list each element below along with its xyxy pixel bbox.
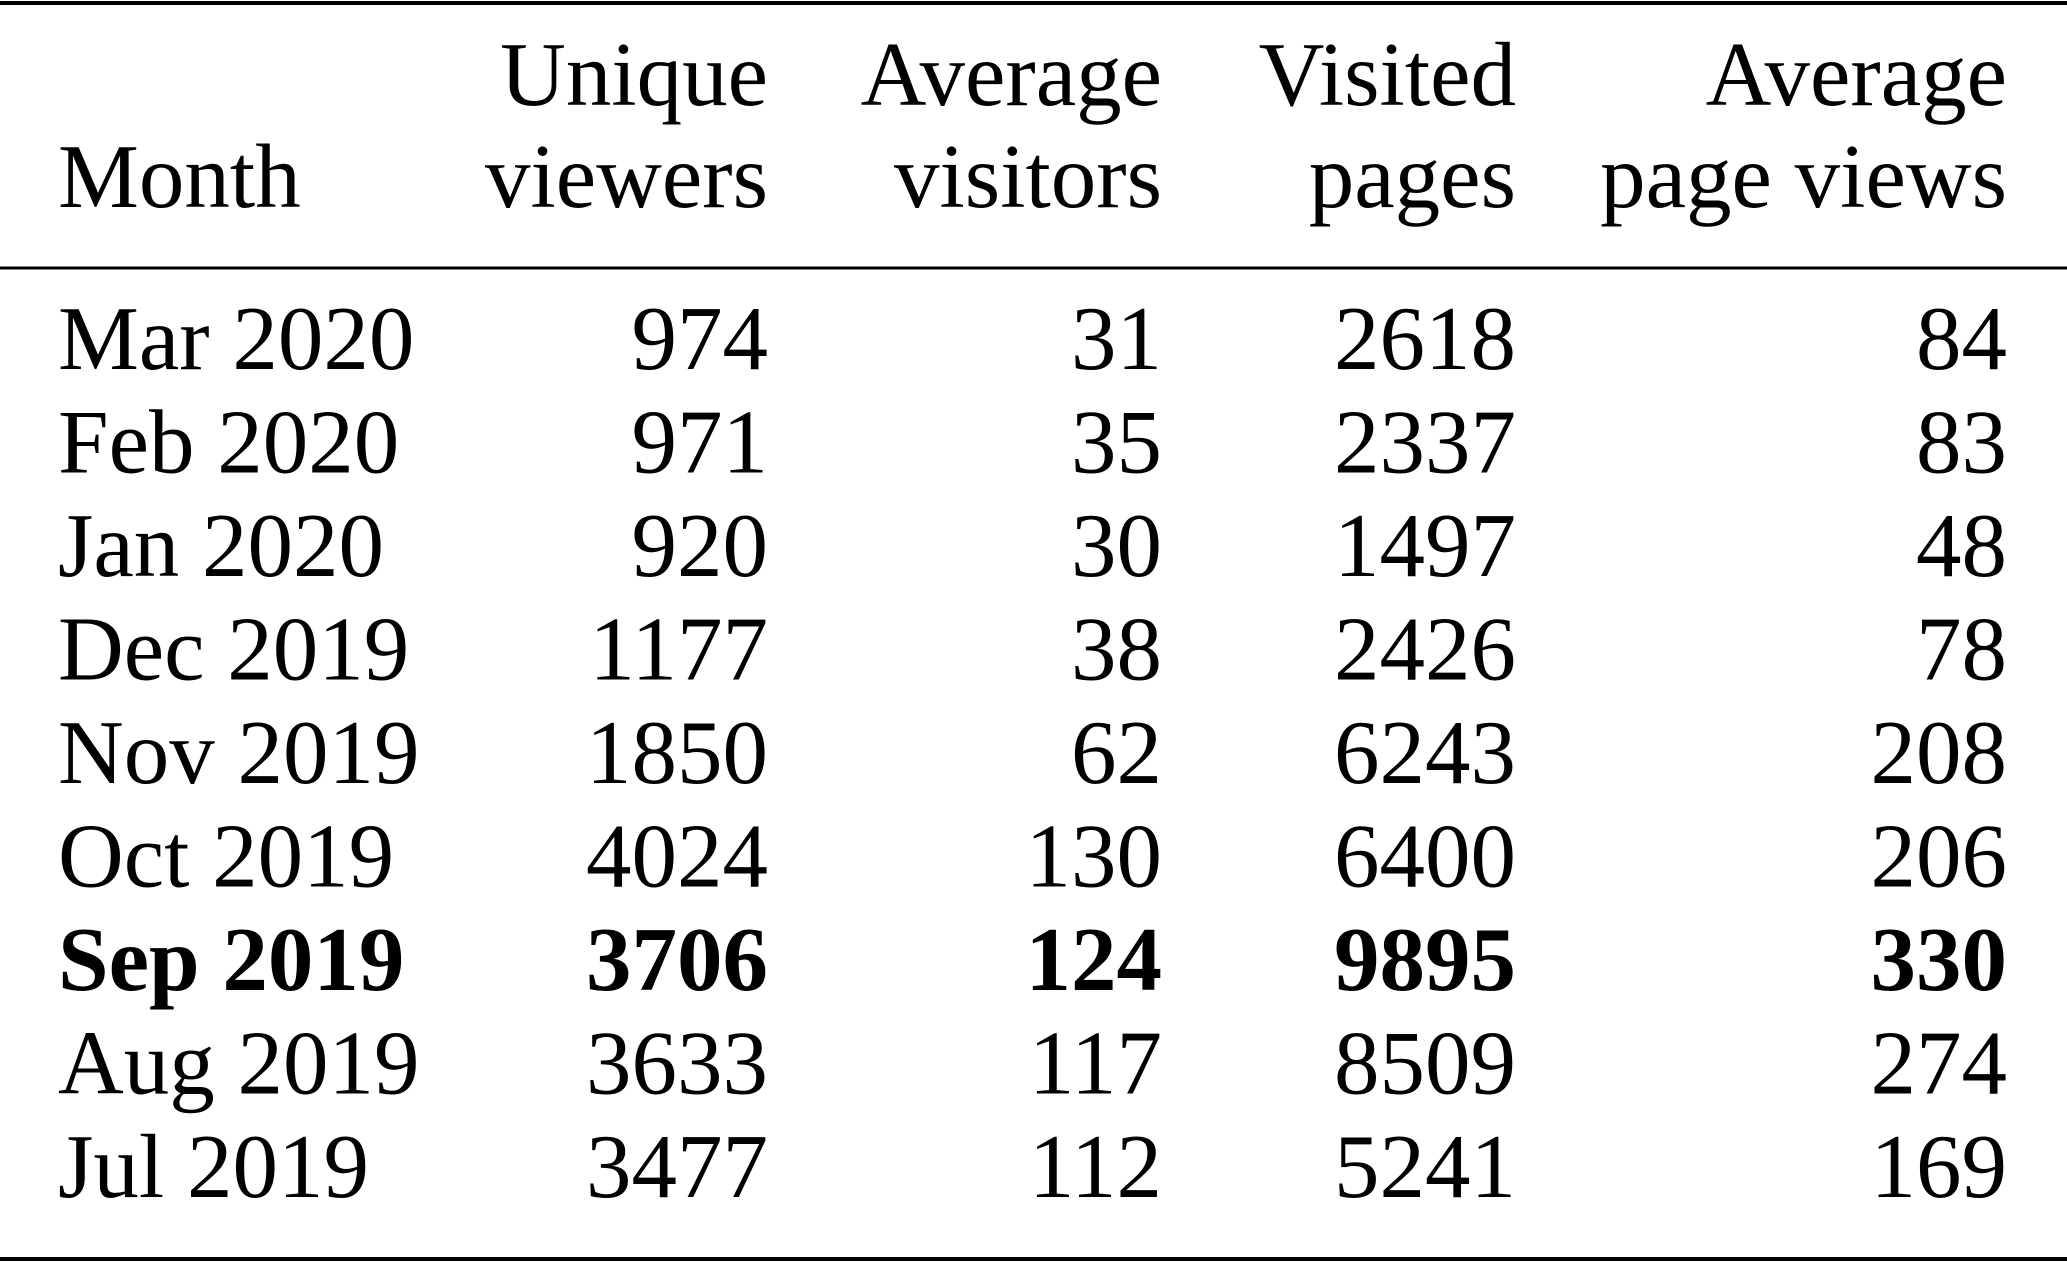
header-cell: Average bbox=[861, 24, 1162, 125]
header-cell: Unique bbox=[500, 24, 768, 125]
table-cell: 5241 bbox=[1334, 1116, 1516, 1217]
table-cell: 8509 bbox=[1334, 1013, 1516, 1114]
row-label: Aug 2019 bbox=[58, 1013, 419, 1114]
table-cell: 124 bbox=[1026, 909, 1163, 1010]
table-cell: 2426 bbox=[1334, 599, 1516, 700]
row-label: Mar 2020 bbox=[58, 288, 414, 389]
header-cell: visitors bbox=[894, 126, 1162, 227]
table-cell: 169 bbox=[1871, 1116, 2008, 1217]
row-label: Sep 2019 bbox=[58, 909, 404, 1010]
header-cell: pages bbox=[1309, 126, 1516, 227]
table-cell: 48 bbox=[1916, 495, 2007, 596]
table-cell: 274 bbox=[1871, 1013, 2008, 1114]
header-cell: viewers bbox=[485, 126, 768, 227]
table-cell: 971 bbox=[632, 392, 769, 493]
table-cell: 112 bbox=[1029, 1116, 1162, 1217]
row-label: Jan 2020 bbox=[58, 495, 384, 596]
row-label: Jul 2019 bbox=[58, 1116, 369, 1217]
table-cell: 1850 bbox=[586, 702, 768, 803]
table-cell: 920 bbox=[632, 495, 769, 596]
table-cell: 117 bbox=[1029, 1013, 1162, 1114]
header-cell: Month bbox=[58, 126, 301, 227]
header-cell: Visited bbox=[1259, 24, 1516, 125]
table-cell: 31 bbox=[1071, 288, 1162, 389]
header-cell: Average bbox=[1706, 24, 2007, 125]
table-cell: 208 bbox=[1871, 702, 2008, 803]
table-cell: 2618 bbox=[1334, 288, 1516, 389]
table-cell: 3477 bbox=[586, 1116, 768, 1217]
table-cell: 78 bbox=[1916, 599, 2007, 700]
row-label: Feb 2020 bbox=[58, 392, 399, 493]
table-cell: 1177 bbox=[589, 599, 768, 700]
table-cell: 6243 bbox=[1334, 702, 1516, 803]
table-cell: 130 bbox=[1026, 806, 1163, 907]
row-label: Nov 2019 bbox=[58, 702, 419, 803]
table-cell: 38 bbox=[1071, 599, 1162, 700]
table-cell: 330 bbox=[1871, 909, 2008, 1010]
table-cell: 6400 bbox=[1334, 806, 1516, 907]
table-cell: 30 bbox=[1071, 495, 1162, 596]
row-label: Oct 2019 bbox=[58, 806, 394, 907]
table-cell: 974 bbox=[632, 288, 769, 389]
table-cell: 2337 bbox=[1334, 392, 1516, 493]
table-cell: 83 bbox=[1916, 392, 2007, 493]
table-cell: 3706 bbox=[586, 909, 768, 1010]
table-cell: 1497 bbox=[1334, 495, 1516, 596]
table-cell: 3633 bbox=[586, 1013, 768, 1114]
table-cell: 35 bbox=[1071, 392, 1162, 493]
table-cell: 84 bbox=[1916, 288, 2007, 389]
header-cell: page views bbox=[1600, 126, 2007, 227]
table-cell: 206 bbox=[1871, 806, 2008, 907]
table-cell: 9895 bbox=[1334, 909, 1516, 1010]
row-label: Dec 2019 bbox=[58, 599, 409, 700]
table-cell: 62 bbox=[1071, 702, 1162, 803]
table-cell: 4024 bbox=[586, 806, 768, 907]
